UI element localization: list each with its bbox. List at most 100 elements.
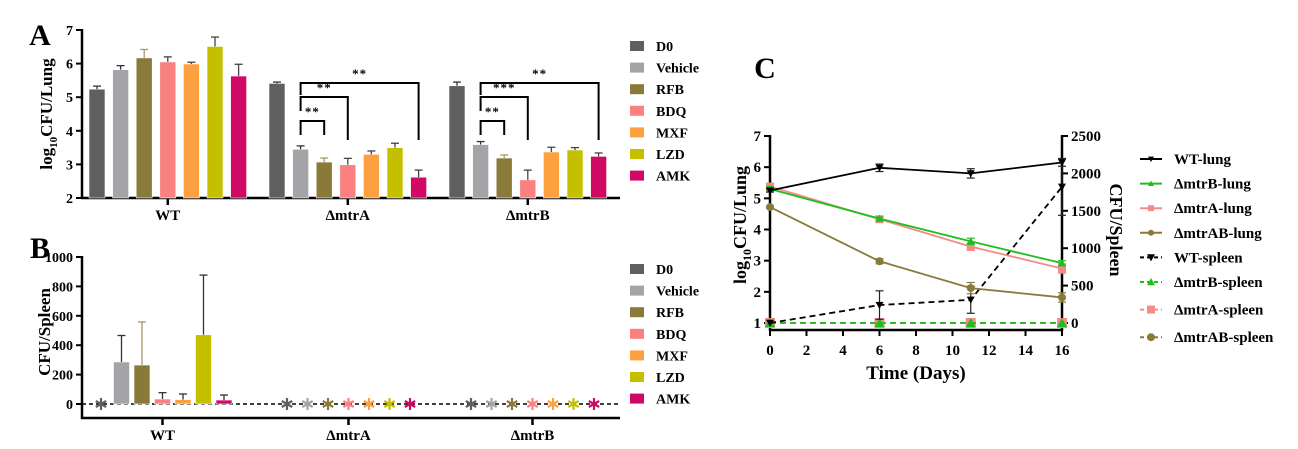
asterisk-stroke — [567, 400, 580, 408]
y-axis-label-sub: 10 — [48, 136, 60, 148]
zero-value-asterisk — [526, 398, 539, 410]
legend-label: ΔmtrA-spleen — [1174, 303, 1264, 319]
legend-label: ΔmtrB-lung — [1174, 177, 1251, 193]
bar — [159, 61, 177, 199]
data-point — [874, 318, 885, 327]
bar — [339, 164, 357, 199]
asterisk-stroke — [465, 400, 477, 408]
significance-label: ** — [485, 104, 500, 119]
legend-swatch — [630, 350, 644, 361]
legend-swatch — [630, 328, 644, 339]
y-tick-left-label: 2 — [754, 285, 762, 301]
bar — [315, 161, 333, 199]
y-tick-left-label: 6 — [754, 160, 762, 176]
bracket-line — [479, 96, 529, 140]
x-tick-label: 6 — [876, 343, 884, 359]
legend-item: LZD — [630, 148, 685, 163]
legend-label: MXF — [656, 126, 688, 141]
legend-item: ΔmtrAB-spleen — [1140, 330, 1274, 346]
y-tick-label: 5 — [66, 91, 73, 106]
bar — [206, 46, 224, 199]
y-tick-label: 4 — [66, 125, 73, 140]
zero-value-asterisk — [322, 398, 334, 410]
zero-value-asterisk — [404, 398, 416, 410]
legend-label: RFB — [656, 306, 684, 321]
legend-marker — [1147, 333, 1155, 342]
data-point — [766, 187, 774, 195]
y-tick-right-label: 2500 — [1071, 129, 1101, 145]
y-tick-label: 600 — [52, 310, 73, 325]
zero-value-asterisk — [567, 398, 580, 410]
series-line — [769, 206, 1063, 299]
y-axis-label-rest: CFU/Lung — [730, 166, 750, 249]
panel-b: B CFU/Spleen 0 200 400 600 800 1000 WT ΔmtrA ΔmtrB… — [30, 232, 699, 444]
data-point — [966, 284, 975, 293]
series-line — [769, 185, 1063, 270]
bar — [590, 156, 607, 199]
legend-marker — [1147, 278, 1155, 286]
bar — [215, 399, 233, 405]
bar — [112, 69, 129, 199]
zero-value-asterisk — [588, 398, 600, 410]
series-line — [769, 188, 1063, 265]
data-point — [965, 318, 976, 327]
legend-item: BDQ — [630, 105, 686, 120]
y-tick-label: 2 — [66, 192, 73, 207]
bar — [88, 88, 106, 199]
y-tick-label: 6 — [66, 58, 73, 73]
data-point — [1058, 264, 1066, 273]
legend-item: D0 — [630, 40, 673, 55]
bar — [133, 364, 151, 405]
bar — [519, 179, 537, 199]
bracket-line — [299, 96, 349, 140]
asterisk-stroke — [506, 400, 518, 408]
data-point — [1057, 318, 1067, 327]
series-line — [769, 161, 1063, 192]
legend-label: ΔmtrAB-lung — [1174, 226, 1262, 242]
legend-item: AMK — [630, 170, 690, 185]
panel-label-a: A — [29, 19, 51, 52]
bar — [183, 63, 200, 199]
asterisk-stroke — [363, 400, 375, 408]
panel-label-c: C — [754, 52, 776, 85]
bracket-line — [479, 82, 600, 140]
zero-value-asterisk — [506, 398, 518, 410]
zero-value-asterisk — [95, 398, 107, 410]
y-axis-label-sub: 10 — [740, 249, 754, 261]
x-tick-label: WT — [150, 428, 175, 444]
legend-swatch — [630, 105, 644, 116]
legend-swatch — [630, 84, 644, 95]
data-point — [1058, 183, 1066, 191]
legend-marker — [1148, 156, 1154, 162]
legend-item: Vehicle — [630, 62, 699, 77]
legend-label: D0 — [656, 40, 673, 55]
legend-swatch — [630, 170, 644, 181]
bar — [135, 57, 153, 199]
asterisk-stroke — [301, 400, 314, 408]
legend-item: MXF — [630, 126, 688, 141]
x-tick-label: 4 — [839, 343, 847, 359]
bracket-line — [299, 120, 326, 135]
legend-marker — [1148, 180, 1154, 186]
zero-value-asterisk — [301, 398, 314, 410]
y-tick-left-label: 1 — [754, 316, 762, 332]
y-tick-label: 3 — [66, 158, 73, 173]
x-tick-label: 8 — [912, 343, 920, 359]
series-mtrab-lung — [766, 203, 1066, 303]
y-tick-label: 400 — [52, 339, 73, 354]
series-mtrb-spleen — [765, 318, 1067, 327]
x-tick-label: 0 — [766, 343, 774, 359]
legend-item: RFB — [630, 83, 684, 98]
legend-swatch — [630, 307, 644, 318]
legend-item: RFB — [630, 306, 684, 321]
legend-label: WT-lung — [1174, 152, 1231, 168]
bar — [495, 157, 513, 199]
series-wt-lung — [766, 158, 1066, 195]
y-tick-right-label: 1000 — [1071, 241, 1101, 257]
y-axis-label-rest: CFU/Lung — [37, 58, 56, 137]
y-tick-left-label: 7 — [754, 129, 762, 145]
x-tick-label: ΔmtrB — [511, 428, 555, 444]
data-point — [966, 296, 975, 304]
